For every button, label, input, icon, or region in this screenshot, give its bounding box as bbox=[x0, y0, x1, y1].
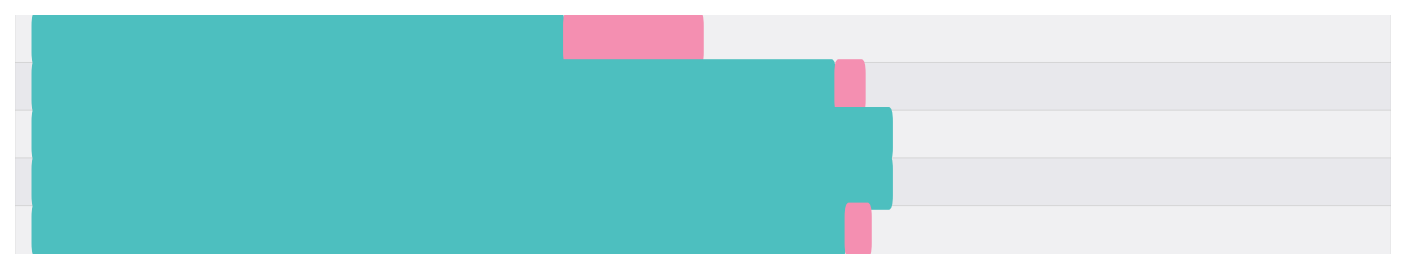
FancyBboxPatch shape bbox=[834, 59, 866, 114]
FancyBboxPatch shape bbox=[31, 203, 846, 258]
FancyBboxPatch shape bbox=[845, 203, 872, 258]
FancyBboxPatch shape bbox=[15, 158, 1391, 207]
FancyBboxPatch shape bbox=[15, 62, 1391, 111]
FancyBboxPatch shape bbox=[15, 206, 1391, 254]
FancyBboxPatch shape bbox=[562, 11, 704, 66]
FancyBboxPatch shape bbox=[31, 107, 893, 162]
FancyBboxPatch shape bbox=[31, 59, 835, 114]
FancyBboxPatch shape bbox=[15, 15, 1391, 63]
FancyBboxPatch shape bbox=[15, 110, 1391, 159]
FancyBboxPatch shape bbox=[31, 11, 564, 66]
FancyBboxPatch shape bbox=[31, 155, 893, 210]
